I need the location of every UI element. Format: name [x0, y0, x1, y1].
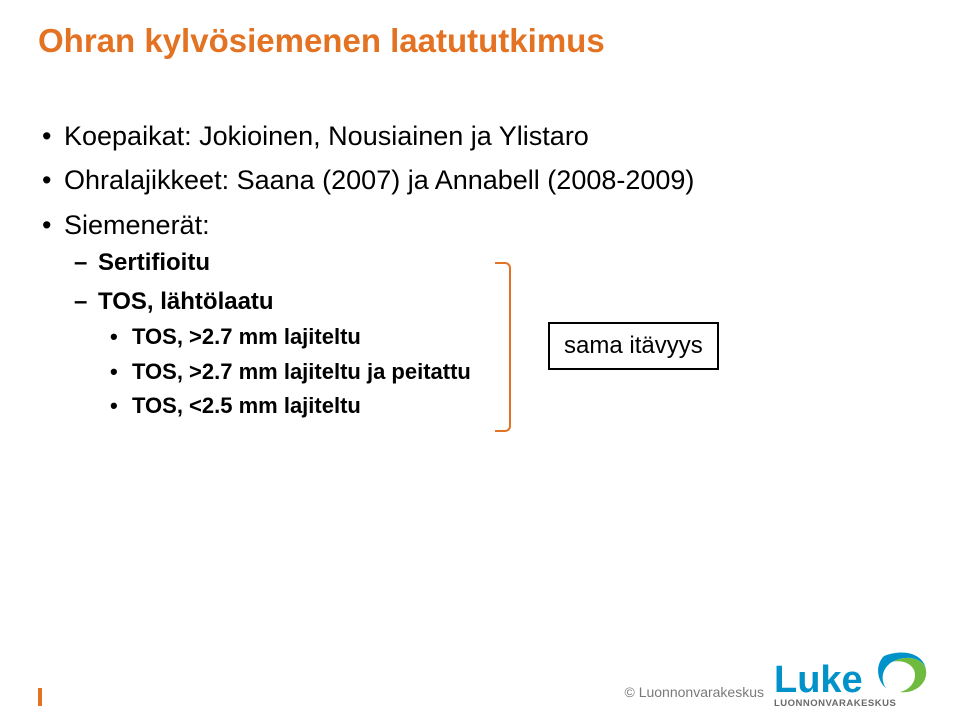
bullet-ohralajikkeet: Ohralajikkeet: Saana (2007) ja Annabell …	[38, 162, 918, 198]
subsub-tos-25: TOS, <2.5 mm lajiteltu	[106, 391, 918, 421]
slide-title: Ohran kylvösiemenen laatututkimus	[38, 22, 605, 60]
subbullet-sertifioitu: Sertifioitu	[70, 247, 918, 279]
luke-logo: Luke LUONNONVARAKESKUS	[774, 648, 942, 710]
footer-copyright: © Luonnonvarakeskus	[624, 684, 764, 700]
logo-brand-text: Luke	[774, 659, 863, 701]
content-area: Koepaikat: Jokioinen, Nousiainen ja Ylis…	[38, 118, 918, 429]
subbullet-tos-lahtolaatu: TOS, lähtölaatu TOS, >2.7 mm lajiteltu T…	[70, 286, 918, 421]
callout-sama-itavyys: sama itävyys	[548, 322, 719, 370]
bullet-siemenerat-label: Siemenerät:	[64, 210, 210, 240]
logo-sub-text: LUONNONVARAKESKUS	[774, 698, 896, 709]
subbullet-tos-lahtolaatu-label: TOS, lähtölaatu	[98, 288, 274, 315]
bullet-siemenerat: Siemenerät: Sertifioitu TOS, lähtölaatu …	[38, 207, 918, 421]
logo-leaf-icon	[878, 652, 926, 692]
footer-accent-bar	[38, 688, 42, 706]
bullet-koepaikat: Koepaikat: Jokioinen, Nousiainen ja Ylis…	[38, 118, 918, 154]
grouping-bracket	[495, 262, 511, 432]
subsub-tos-27-peitattu: TOS, >2.7 mm lajiteltu ja peitattu	[106, 357, 918, 387]
subsub-tos-27: TOS, >2.7 mm lajiteltu	[106, 322, 918, 352]
